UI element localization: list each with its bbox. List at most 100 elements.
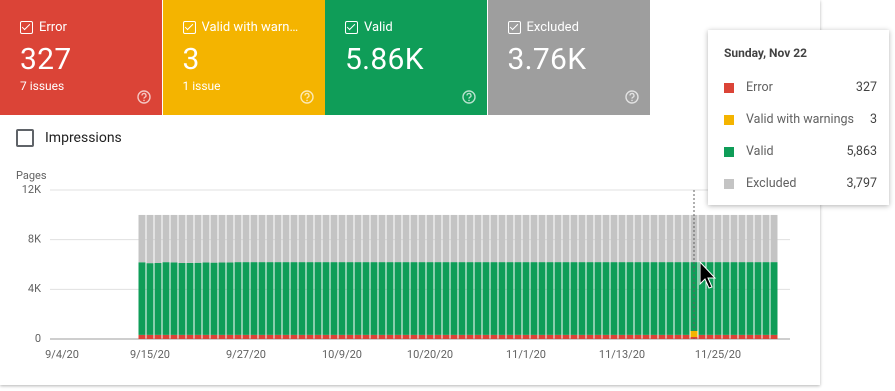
bar-segment: [610, 214, 618, 263]
checkbox[interactable]: [182, 21, 196, 34]
bar-segment: [162, 262, 170, 335]
bar-segment: [658, 334, 666, 339]
bar-segment: [154, 334, 162, 339]
bar-segment: [378, 214, 386, 263]
bar-segment: [722, 262, 730, 335]
bar-segment: [506, 214, 514, 263]
bar-segment: [402, 334, 410, 339]
card-label-row: Error: [20, 20, 138, 35]
bar-segment: [250, 262, 258, 335]
bar-segment: [386, 262, 394, 335]
bar-segment: [674, 334, 682, 339]
bar-segment: [730, 214, 738, 263]
status-card[interactable]: Error 327 7 issues: [0, 0, 162, 115]
x-tick-label: 11/1/20: [506, 348, 546, 361]
bar-segment: [506, 334, 514, 339]
bar-segment: [530, 214, 538, 263]
bar-segment: [322, 214, 330, 263]
bar-segment: [298, 262, 306, 335]
bar-segment: [426, 262, 434, 335]
bar-segment: [714, 214, 722, 263]
bar-segment: [258, 334, 266, 339]
bar-segment: [706, 262, 714, 335]
bar-segment: [698, 262, 706, 335]
bar-segment: [650, 334, 658, 339]
bar-segment: [594, 262, 602, 335]
bar-segment: [274, 214, 282, 263]
bar-segment: [722, 214, 730, 263]
status-card[interactable]: Valid 5.86K: [325, 0, 487, 115]
bar-segment: [402, 262, 410, 335]
status-card[interactable]: Valid with warnings 3 1 issue: [162, 0, 325, 115]
tooltip-name: Valid: [746, 144, 774, 159]
bar-segment: [322, 262, 330, 335]
bar-segment: [602, 214, 610, 263]
bar-segment: [386, 334, 394, 339]
bar-segment: [674, 214, 682, 263]
bar-segment: [338, 262, 346, 335]
bar-segment: [218, 262, 226, 335]
y-tick-label: 4K: [28, 282, 41, 295]
y-tick-label: 12K: [22, 183, 41, 196]
bar-segment: [226, 214, 234, 263]
bar-segment: [642, 334, 650, 339]
bar-segment: [354, 214, 362, 263]
bar-segment: [530, 262, 538, 335]
checkbox[interactable]: [345, 21, 358, 34]
bar-segment: [346, 262, 354, 335]
checkbox[interactable]: [20, 21, 33, 34]
bar-segment: [410, 334, 418, 339]
bar-segment: [426, 334, 434, 339]
bar-segment: [266, 262, 274, 335]
help-icon[interactable]: [137, 90, 151, 104]
bar-segment: [738, 334, 746, 339]
bar-segment: [490, 262, 498, 335]
bar-segment: [330, 214, 338, 263]
bar-segment: [394, 214, 402, 263]
bar-segment: [562, 334, 570, 339]
bar-segment: [378, 334, 386, 339]
bar-segment: [370, 334, 378, 339]
bar-segment: [474, 262, 482, 335]
checkbox[interactable]: [16, 129, 34, 147]
bar-segment: [642, 214, 650, 263]
impressions-toggle[interactable]: Impressions: [16, 129, 122, 147]
card-value: 3.76K: [507, 42, 587, 77]
bar-segment: [306, 262, 314, 335]
bar-segment: [738, 262, 746, 335]
swatch: [724, 178, 734, 189]
card-sub: 7 issues: [20, 79, 65, 93]
bar-segment: [514, 334, 522, 339]
bar-segment: [346, 334, 354, 339]
help-icon[interactable]: [462, 90, 476, 104]
bar-segment: [210, 214, 218, 263]
bar-segment: [570, 262, 578, 335]
help-icon[interactable]: [299, 90, 314, 104]
bar-segment: [154, 263, 162, 335]
card-sub: 1 issue: [182, 79, 221, 93]
bar-segment: [618, 334, 626, 339]
impressions-label: Impressions: [45, 130, 122, 146]
bar-segment: [250, 334, 258, 339]
bar-segment: [762, 214, 770, 263]
checkbox[interactable]: [507, 21, 521, 34]
bar-segment: [554, 262, 562, 335]
bar-segment: [442, 334, 450, 339]
bar-segment: [274, 262, 282, 335]
bar-segment: [234, 262, 242, 335]
x-tick-label: 10/9/20: [322, 348, 362, 361]
bar-segment: [178, 214, 186, 264]
bar-segment: [586, 334, 594, 339]
bar-segment: [162, 214, 170, 263]
bar-segment: [234, 214, 242, 263]
bar-segment: [194, 334, 202, 339]
bar-segment: [586, 262, 594, 335]
bar-segment: [650, 262, 658, 335]
help-icon[interactable]: [624, 90, 639, 104]
bar-segment: [450, 334, 458, 339]
card-value: 5.86K: [345, 42, 424, 77]
bar-segment: [538, 334, 546, 339]
status-card[interactable]: Excluded 3.76K: [487, 0, 650, 115]
tooltip-row: Valid with warnings 3: [724, 112, 877, 127]
bar-segment: [730, 334, 738, 339]
